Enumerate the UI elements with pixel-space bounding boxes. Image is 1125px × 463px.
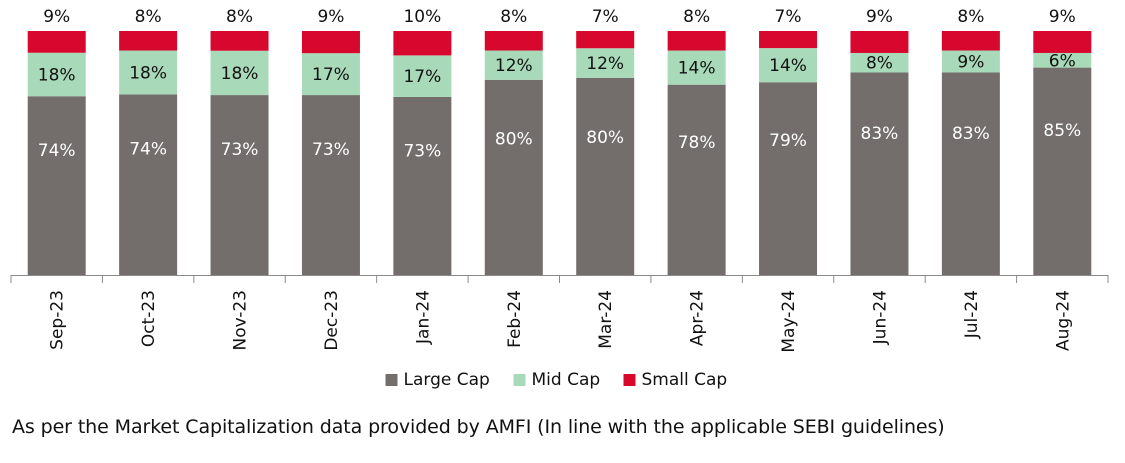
data-label-small-cap-jan-24: 10% <box>403 7 441 27</box>
bar-mid-cap-oct-23 <box>119 50 178 95</box>
data-labels-layer: 74% 18% 9% 74% 18% 8% 73% 18% 8% 73% 17% 9% 73% 17% 10… <box>38 7 1081 161</box>
bar-large-cap-jun-24 <box>850 72 909 275</box>
bar-mid-cap-jan-24 <box>393 55 452 97</box>
data-label-large-cap-mar-24: 80% <box>586 128 624 148</box>
legend-label-mid-cap: Mid Cap <box>532 370 601 390</box>
bar-mid-cap-apr-24 <box>667 50 726 85</box>
bar-small-cap-jan-24 <box>393 31 452 56</box>
data-label-mid-cap-aug-24: 6% <box>1049 51 1076 71</box>
bar-mid-cap-nov-23 <box>210 50 269 96</box>
data-label-mid-cap-dec-23: 17% <box>312 65 350 85</box>
data-label-small-cap-feb-24: 8% <box>500 7 527 27</box>
bar-mid-cap-mar-24 <box>576 48 635 78</box>
bar-mid-cap-aug-24 <box>1033 52 1092 68</box>
data-label-mid-cap-jun-24: 8% <box>866 54 893 74</box>
data-label-small-cap-jun-24: 9% <box>866 7 893 27</box>
bar-large-cap-aug-24 <box>1033 67 1092 275</box>
data-label-large-cap-dec-23: 73% <box>312 140 350 160</box>
x-tick-label-jan-24: Jan-24 <box>413 290 433 345</box>
data-label-mid-cap-mar-24: 12% <box>586 54 624 74</box>
bar-large-cap-jul-24 <box>941 72 1000 275</box>
data-label-large-cap-jan-24: 73% <box>403 141 441 161</box>
data-label-small-cap-nov-23: 8% <box>226 7 253 27</box>
bar-mid-cap-sep-23 <box>27 52 86 97</box>
data-label-small-cap-sep-23: 9% <box>43 7 70 27</box>
bar-small-cap-mar-24 <box>576 31 635 49</box>
data-label-small-cap-oct-23: 8% <box>135 7 162 27</box>
data-label-small-cap-dec-23: 9% <box>317 7 344 27</box>
x-tick-label-jul-24: Jul-24 <box>962 290 982 339</box>
data-label-large-cap-jun-24: 83% <box>861 124 899 144</box>
bar-small-cap-oct-23 <box>119 31 178 51</box>
bars-layer <box>27 31 1092 276</box>
x-tick-label-may-24: May-24 <box>779 290 799 353</box>
bar-small-cap-dec-23 <box>301 31 360 54</box>
bar-small-cap-jun-24 <box>850 31 909 53</box>
bar-mid-cap-dec-23 <box>301 53 360 96</box>
legend-swatch-large-cap <box>385 374 398 386</box>
data-label-large-cap-oct-23: 74% <box>129 140 167 160</box>
data-label-large-cap-sep-23: 74% <box>38 141 76 161</box>
x-tick-label-mar-24: Mar-24 <box>596 290 616 349</box>
bar-small-cap-apr-24 <box>667 31 726 51</box>
data-label-small-cap-apr-24: 8% <box>683 7 710 27</box>
x-axis: Sep-23 Oct-23 Nov-23 Dec-23 Jan-24 Feb-24 Mar-… <box>10 275 1109 353</box>
x-tick-label-oct-23: Oct-23 <box>139 290 159 347</box>
bar-small-cap-feb-24 <box>484 31 543 51</box>
data-label-mid-cap-feb-24: 12% <box>495 56 533 76</box>
data-label-large-cap-nov-23: 73% <box>221 140 259 160</box>
data-label-small-cap-aug-24: 9% <box>1049 7 1076 27</box>
x-tick-label-apr-24: Apr-24 <box>688 290 708 346</box>
x-tick-label-aug-24: Aug-24 <box>1053 290 1073 351</box>
legend-swatch-small-cap <box>623 374 636 386</box>
legend: Large Cap Mid Cap Small Cap <box>385 370 728 390</box>
bar-small-cap-may-24 <box>759 31 818 49</box>
bar-mid-cap-feb-24 <box>484 50 543 80</box>
bar-mid-cap-jul-24 <box>941 50 1000 73</box>
bar-small-cap-nov-23 <box>210 31 269 51</box>
data-label-large-cap-jul-24: 83% <box>952 124 990 144</box>
data-label-mid-cap-sep-23: 18% <box>38 65 76 85</box>
legend-swatch-mid-cap <box>513 374 526 386</box>
bar-large-cap-apr-24 <box>667 84 726 276</box>
bar-small-cap-jul-24 <box>941 31 1000 51</box>
x-tick-label-feb-24: Feb-24 <box>505 290 525 348</box>
bar-mid-cap-jun-24 <box>850 52 909 73</box>
bar-large-cap-nov-23 <box>210 95 269 275</box>
data-label-large-cap-feb-24: 80% <box>495 129 533 149</box>
x-tick-label-jun-24: Jun-24 <box>870 290 890 345</box>
data-label-mid-cap-oct-23: 18% <box>129 63 167 83</box>
data-label-large-cap-may-24: 79% <box>769 131 807 151</box>
data-label-mid-cap-apr-24: 14% <box>678 59 716 79</box>
data-label-mid-cap-may-24: 14% <box>769 56 807 76</box>
source-footnote: As per the Market Capitalization data pr… <box>12 416 945 438</box>
bar-small-cap-sep-23 <box>27 31 86 53</box>
bar-large-cap-mar-24 <box>576 77 635 276</box>
data-label-small-cap-may-24: 7% <box>775 7 802 27</box>
stacked-bar-chart: 74% 18% 9% 74% 18% 8% 73% 18% 8% 73% 17% 9% 73% 17% 10… <box>10 7 1109 390</box>
data-label-mid-cap-jan-24: 17% <box>403 67 441 87</box>
data-label-large-cap-apr-24: 78% <box>678 133 716 153</box>
bar-large-cap-may-24 <box>759 82 818 276</box>
bar-small-cap-aug-24 <box>1033 31 1092 53</box>
data-label-small-cap-mar-24: 7% <box>592 7 619 27</box>
bar-large-cap-sep-23 <box>27 96 86 275</box>
bar-large-cap-feb-24 <box>484 79 543 275</box>
x-tick-label-dec-23: Dec-23 <box>322 290 342 351</box>
bar-large-cap-dec-23 <box>301 95 360 275</box>
bar-large-cap-oct-23 <box>119 94 178 275</box>
legend-label-large-cap: Large Cap <box>404 370 490 390</box>
x-tick-label-nov-23: Nov-23 <box>231 290 251 351</box>
data-label-large-cap-aug-24: 85% <box>1043 121 1081 141</box>
legend-label-small-cap: Small Cap <box>642 370 728 390</box>
data-label-mid-cap-jul-24: 9% <box>957 53 984 73</box>
bar-mid-cap-may-24 <box>759 48 818 83</box>
data-label-small-cap-jul-24: 8% <box>957 7 984 27</box>
data-label-mid-cap-nov-23: 18% <box>221 64 259 84</box>
x-tick-label-sep-23: Sep-23 <box>48 290 68 350</box>
bar-large-cap-jan-24 <box>393 96 452 275</box>
